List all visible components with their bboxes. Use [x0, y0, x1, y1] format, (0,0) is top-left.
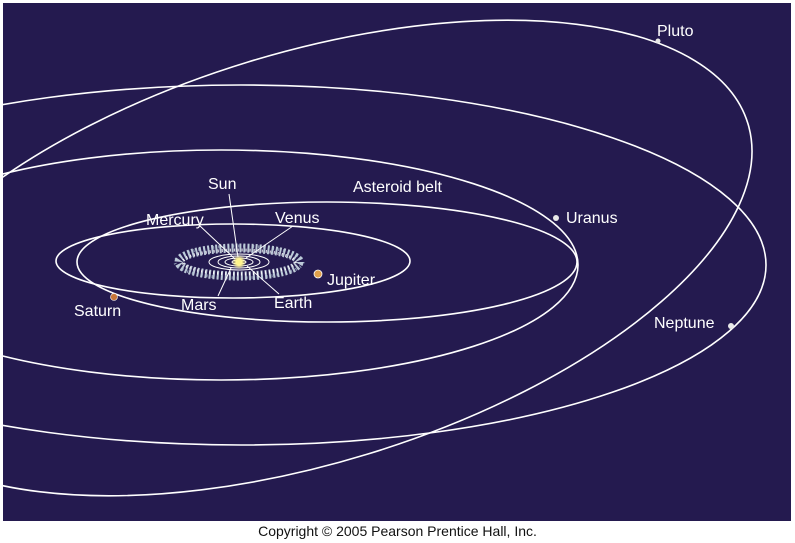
earth-leader	[246, 265, 280, 295]
sun-core	[236, 259, 242, 265]
mars-label: Mars	[181, 297, 217, 314]
saturn-orbit	[76, 201, 578, 323]
mars-orbit	[208, 253, 270, 271]
uranus-label: Uranus	[566, 210, 618, 227]
jupiter-planet	[313, 269, 323, 279]
sun-label: Sun	[208, 176, 236, 193]
pluto-planet	[655, 38, 661, 44]
venus-label: Venus	[275, 210, 319, 227]
neptune-orbit	[3, 84, 767, 446]
orbit-canvas: Sun Mercury Venus Mars Earth Asteroid be…	[3, 19, 767, 497]
solar-system-diagram: Sun Mercury Venus Mars Earth Asteroid be…	[3, 3, 791, 521]
pluto-orbit	[3, 19, 753, 497]
asteroid-belt	[173, 243, 305, 281]
neptune-label: Neptune	[654, 315, 715, 332]
mercury-label: Mercury	[146, 212, 204, 229]
neptune-planet	[728, 323, 734, 329]
mars-leader	[217, 267, 232, 297]
mercury-leader	[198, 224, 236, 260]
venus-leader	[245, 225, 294, 259]
saturn-label: Saturn	[74, 303, 121, 320]
uranus-planet	[553, 215, 559, 221]
earth-label: Earth	[274, 295, 312, 312]
jupiter-label: Jupiter	[327, 272, 376, 289]
asteroid-belt-label: Asteroid belt	[353, 179, 442, 196]
copyright-notice: Copyright © 2005 Pearson Prentice Hall, …	[258, 523, 537, 539]
pluto-label: Pluto	[657, 23, 694, 40]
sun-leader	[228, 193, 239, 258]
uranus-orbit	[3, 149, 579, 381]
saturn-planet	[110, 293, 118, 301]
